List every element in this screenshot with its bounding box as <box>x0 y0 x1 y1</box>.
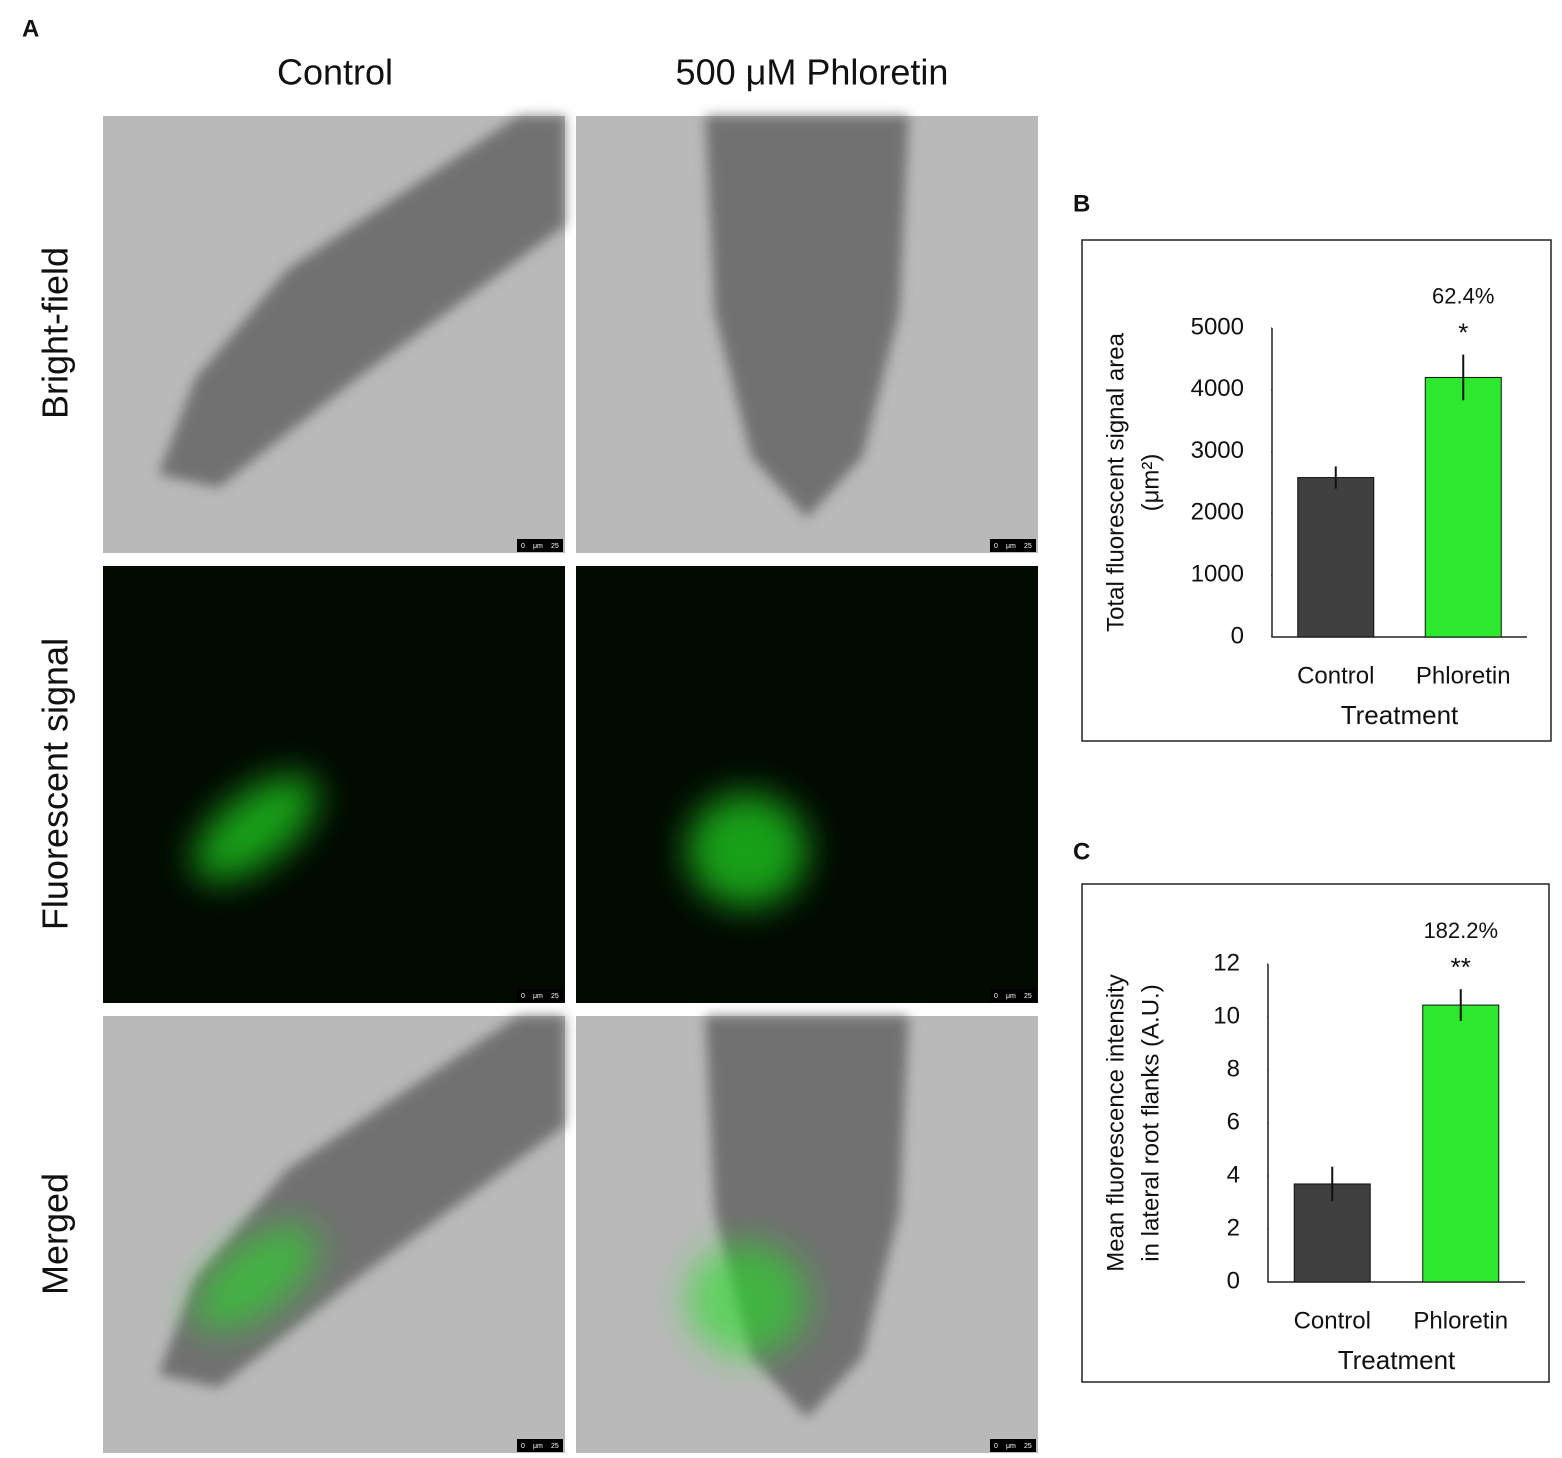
fluorescence <box>193 1225 318 1332</box>
chart-frame <box>1081 883 1550 1383</box>
scale-bar-box <box>517 989 563 1002</box>
root-tissue <box>158 116 565 488</box>
panel-label: C <box>1073 838 1090 865</box>
micrograph: 0 μm 25 <box>576 116 1038 553</box>
scale-bar-label: 25 <box>1024 543 1032 550</box>
x-tick-label: Phloretin <box>1413 1307 1508 1334</box>
y-tick-label: 1000 <box>1191 561 1244 588</box>
panel-label: B <box>1073 190 1090 217</box>
micrograph: 0 μm 25 <box>103 1016 565 1453</box>
fluorescence <box>686 793 807 907</box>
micrograph: 0 μm 25 <box>103 116 565 553</box>
scale-bar-box <box>990 989 1036 1002</box>
y-axis-title: in lateral root flanks (A.U.) <box>1137 984 1164 1261</box>
scale-bar-label: 25 <box>551 993 559 1000</box>
micrograph: 0 μm 25 <box>103 566 565 1003</box>
y-tick-label: 8 <box>1227 1055 1240 1082</box>
y-tick-label: 4 <box>1227 1161 1240 1188</box>
scale-bar-label: μm <box>533 543 543 550</box>
y-tick-label: 2000 <box>1191 499 1244 526</box>
y-axis-title: Mean fluorescence intensity <box>1102 974 1129 1272</box>
scale-bar-label: 0 <box>994 1443 998 1450</box>
y-tick-label: 0 <box>1227 1267 1240 1294</box>
y-tick-label: 3000 <box>1191 437 1244 464</box>
y-tick-label: 2 <box>1227 1214 1240 1241</box>
column-header: Control <box>277 52 393 93</box>
image-background <box>103 566 565 1003</box>
x-tick-label: Phloretin <box>1416 662 1511 689</box>
image-background <box>576 566 1038 1003</box>
scale-bar-label: 0 <box>521 993 525 1000</box>
scale-bar-label: 25 <box>551 1443 559 1450</box>
fluorescence <box>686 1243 807 1357</box>
fluorescence <box>193 775 318 882</box>
scale-bar-box <box>990 1439 1036 1452</box>
bar <box>1422 1004 1500 1283</box>
scale-bar-label: 25 <box>1024 1443 1032 1450</box>
y-tick-label: 12 <box>1213 949 1240 976</box>
scale-bar-label: 25 <box>551 543 559 550</box>
row-label: Merged <box>35 1173 76 1295</box>
micrograph: 0 μm 25 <box>576 566 1038 1003</box>
column-header: 500 μM Phloretin <box>676 52 949 93</box>
annotation: ** <box>1451 952 1471 982</box>
bar <box>1424 376 1502 638</box>
root-tissue <box>705 116 909 519</box>
scale-bar-label: 0 <box>521 543 525 550</box>
scale-bar-label: μm <box>1006 993 1016 1000</box>
y-tick-label: 10 <box>1213 1002 1240 1029</box>
scale-bar-box <box>990 539 1036 552</box>
scale-bar-box <box>517 1439 563 1452</box>
y-tick-label: 6 <box>1227 1108 1240 1135</box>
row-label: Fluorescent signal <box>35 638 76 930</box>
y-tick-label: 4000 <box>1191 375 1244 402</box>
scale-bar-box <box>517 539 563 552</box>
x-axis-title: Treatment <box>1338 1345 1456 1375</box>
annotation: 62.4% <box>1432 283 1494 308</box>
bar <box>1297 477 1375 638</box>
scale-bar-label: μm <box>533 993 543 1000</box>
chart-frame <box>1081 239 1552 742</box>
y-tick-label: 5000 <box>1191 313 1244 340</box>
micrograph: 0 μm 25 <box>576 1016 1038 1453</box>
x-tick-label: Control <box>1294 1307 1371 1334</box>
annotation: 182.2% <box>1423 918 1498 943</box>
scale-bar-label: μm <box>533 1443 543 1450</box>
scale-bar-label: 25 <box>1024 993 1032 1000</box>
scale-bar-label: 0 <box>994 543 998 550</box>
x-tick-label: Control <box>1297 662 1374 689</box>
y-tick-label: 0 <box>1231 622 1244 649</box>
x-axis-title: Treatment <box>1341 700 1459 730</box>
y-axis-title: Total fluorescent signal area <box>1102 332 1129 631</box>
scale-bar-label: 0 <box>994 993 998 1000</box>
scale-bar-label: μm <box>1006 1443 1016 1450</box>
y-axis-title: (μm²) <box>1137 454 1164 512</box>
annotation: * <box>1458 317 1468 347</box>
row-label: Bright-field <box>35 247 76 419</box>
scale-bar-label: 0 <box>521 1443 525 1450</box>
scale-bar-label: μm <box>1006 543 1016 550</box>
panel-label: A <box>22 15 39 42</box>
